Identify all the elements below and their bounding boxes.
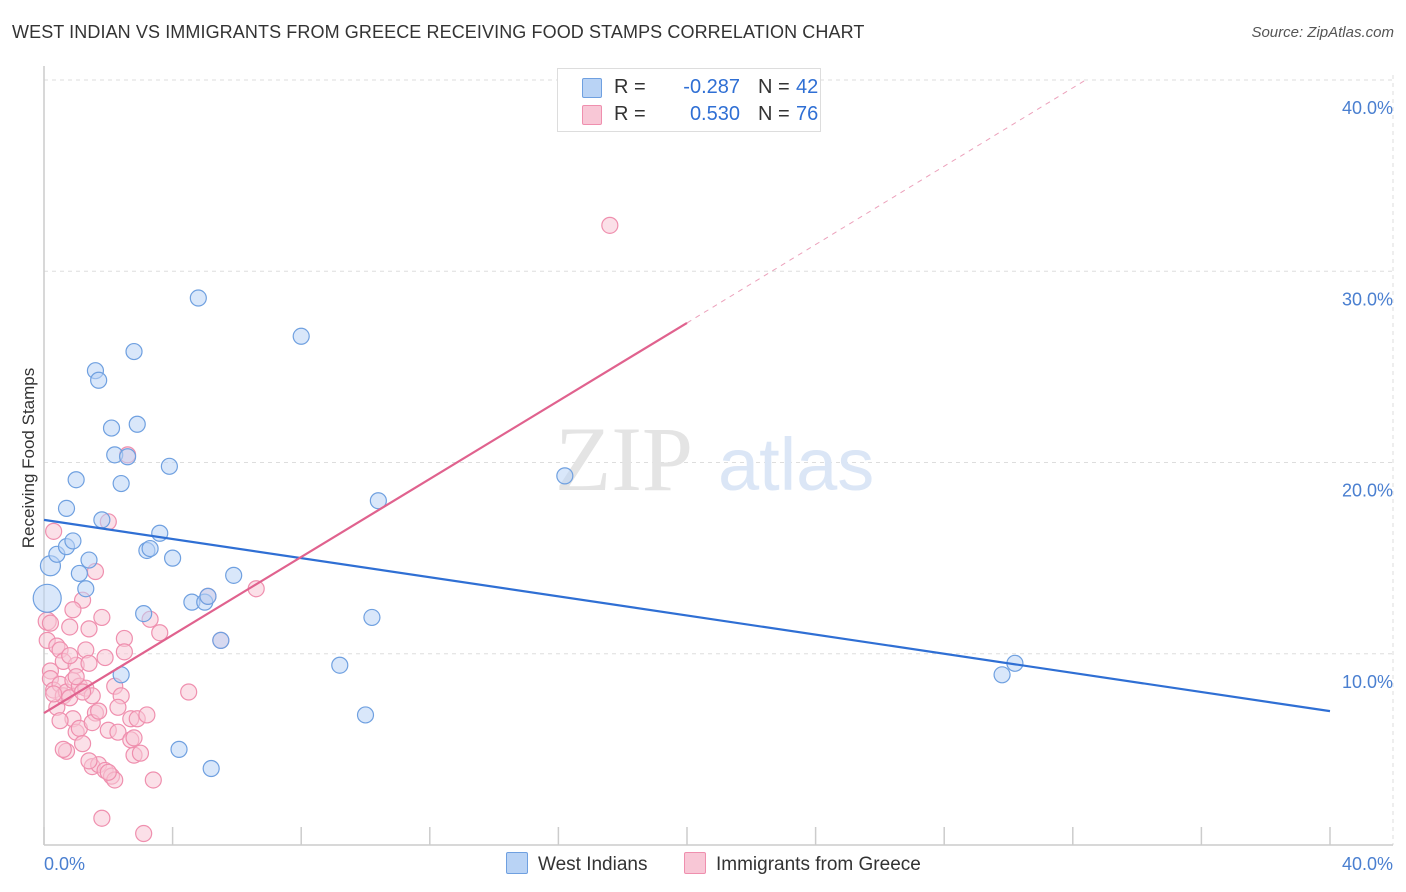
- data-point: [212, 631, 230, 649]
- data-point: [61, 647, 79, 665]
- legend-label: West Indians: [538, 854, 648, 875]
- tick-labels: 10.0% 20.0% 30.0% 40.0% 0.0% 40.0%: [44, 98, 1393, 874]
- axes-layer: [43, 66, 1393, 846]
- legend-item-immigrants-from-greece: Immigrants from Greece: [684, 852, 921, 876]
- data-point: [135, 824, 153, 843]
- data-point: [80, 620, 98, 638]
- y-tick-label: 30.0%: [1342, 289, 1393, 309]
- data-point: [80, 654, 98, 672]
- data-point: [57, 499, 76, 517]
- data-point: [77, 580, 95, 598]
- legend-label: Immigrants from Greece: [716, 854, 921, 875]
- chart-title: WEST INDIAN VS IMMIGRANTS FROM GREECE RE…: [12, 22, 865, 42]
- legend-swatch-pink: [582, 105, 602, 125]
- data-point: [292, 327, 310, 345]
- legend-swatch-blue: [506, 852, 528, 874]
- data-point: [160, 457, 178, 475]
- data-point: [202, 759, 220, 778]
- data-point: [131, 744, 150, 762]
- data-point: [93, 809, 111, 827]
- data-point: [369, 492, 387, 510]
- n-value: 76: [796, 103, 819, 125]
- data-point: [45, 522, 63, 540]
- watermark-atlas: atlas: [718, 423, 874, 506]
- data-point: [67, 471, 85, 489]
- data-point: [73, 735, 92, 753]
- data-point: [199, 587, 217, 605]
- data-point: [93, 511, 111, 529]
- data-point: [112, 474, 130, 493]
- data-point: [141, 539, 159, 558]
- data-point: [109, 698, 127, 716]
- data-point: [225, 566, 243, 584]
- legend-item-west-indians: West Indians: [506, 852, 647, 876]
- correlation-legend: R = -0.287 N = 42 R = 0.530 N = 76: [557, 68, 821, 132]
- data-point: [356, 706, 375, 724]
- data-point: [64, 532, 82, 550]
- data-point: [189, 289, 207, 307]
- data-point: [601, 216, 619, 234]
- data-point: [125, 342, 143, 361]
- data-point: [67, 668, 85, 686]
- series-immigrants-from-greece: [37, 216, 619, 843]
- r-value: -0.287: [683, 76, 740, 98]
- x-tick-label: 0.0%: [44, 854, 85, 874]
- series-west-indians: [32, 289, 1024, 778]
- data-point: [61, 618, 79, 636]
- r-value: 0.530: [689, 103, 740, 125]
- trend-lines: [43, 79, 1331, 714]
- data-point: [556, 467, 574, 485]
- data-point: [96, 648, 114, 667]
- data-point: [64, 601, 82, 619]
- n-label: N =: [758, 103, 790, 125]
- data-point: [51, 712, 69, 730]
- data-point: [125, 729, 143, 747]
- data-point: [138, 706, 156, 724]
- data-point: [54, 740, 72, 758]
- y-tick-label: 40.0%: [1342, 98, 1393, 118]
- data-point: [32, 583, 62, 613]
- data-point: [90, 702, 108, 720]
- data-point: [151, 624, 169, 642]
- data-point: [180, 683, 198, 701]
- n-label: N =: [758, 76, 790, 98]
- data-point: [331, 656, 349, 674]
- data-point: [41, 614, 60, 632]
- r-label: R =: [614, 103, 646, 125]
- data-point: [80, 752, 98, 770]
- data-point: [45, 685, 63, 703]
- trend-line-extension: [686, 79, 1086, 324]
- data-point: [144, 771, 162, 789]
- x-tick-label: 40.0%: [1342, 854, 1393, 874]
- data-point: [993, 666, 1011, 684]
- data-point: [170, 740, 188, 758]
- data-point: [90, 371, 108, 389]
- y-tick-label: 10.0%: [1342, 672, 1393, 692]
- r-label: R =: [614, 76, 646, 98]
- data-point: [99, 763, 117, 781]
- legend-swatch-blue: [582, 78, 602, 98]
- y-tick-label: 20.0%: [1342, 481, 1393, 501]
- data-point: [363, 608, 381, 627]
- watermark-zip: ZIP: [555, 408, 693, 510]
- data-point: [102, 419, 121, 437]
- trend-line: [43, 518, 1331, 713]
- legend-swatch-pink: [684, 852, 706, 874]
- data-point: [164, 549, 182, 567]
- data-point: [128, 415, 146, 433]
- data-point: [135, 604, 153, 623]
- data-point: [80, 551, 98, 569]
- data-point: [109, 723, 127, 741]
- chart-source: Source: ZipAtlas.com: [1251, 24, 1394, 41]
- n-value: 42: [796, 76, 819, 98]
- data-point: [115, 643, 133, 661]
- y-axis-label: Receiving Food Stamps: [19, 368, 38, 548]
- data-point: [70, 564, 88, 583]
- data-point: [118, 448, 137, 466]
- trend-line: [43, 321, 688, 714]
- watermark: ZIP atlas: [555, 408, 874, 510]
- data-point: [93, 608, 111, 627]
